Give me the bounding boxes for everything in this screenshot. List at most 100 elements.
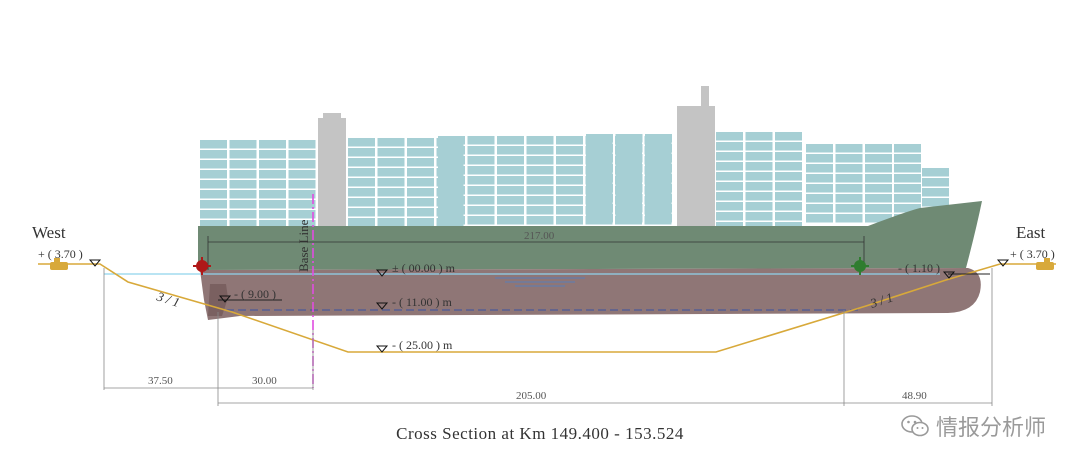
container-box [556,186,583,195]
diagram-caption: Cross Section at Km 149.400 - 153.524 [396,424,684,443]
container-box [556,216,583,225]
container-box [438,216,465,225]
stern-marker-icon [193,257,211,275]
container-box [645,204,672,213]
east-offset-dimension: 48.90 [902,390,927,402]
container-box [615,174,643,183]
container-box [775,132,802,141]
container-box [775,202,802,211]
container-box [467,206,495,215]
container-box [586,204,613,213]
container-box [467,216,495,225]
east-slope-label: 3 / 1 [867,289,895,311]
container-box [348,148,375,157]
container-box [716,172,743,181]
container-box [526,156,554,165]
container-box [229,220,257,229]
wechat-icon [901,415,929,437]
container-box [377,158,405,167]
container-box [348,138,375,147]
west-bank-icon [50,258,68,270]
container-box [835,204,863,213]
container-box [556,156,583,165]
container-box [407,158,434,167]
container-box [745,152,773,161]
container-box [259,160,286,169]
container-box [407,208,434,217]
container-box [438,186,465,195]
container-box [615,164,643,173]
container-box [556,206,583,215]
container-box [438,206,465,215]
container-box [806,214,833,223]
container-box [259,200,286,209]
east-bank-icon [1036,258,1054,270]
container-box [467,146,495,155]
container-box [377,218,405,227]
container-box [745,212,773,221]
base-line-label: Base Line [296,219,311,272]
container-box [497,166,524,175]
container-box [716,142,743,151]
container-box [526,146,554,155]
container-box [835,164,863,173]
container-box [716,152,743,161]
container-box [615,184,643,193]
container-box [497,186,524,195]
west-berm-level: - ( 9.00 ) [234,287,276,301]
container-box [467,186,495,195]
container-box [615,134,643,143]
container-box [229,210,257,219]
container-box [716,212,743,221]
container-box [438,166,465,175]
container-box [745,192,773,201]
container-box [586,214,613,223]
container-box [645,184,672,193]
container-box [615,204,643,213]
container-box [806,184,833,193]
container-box [259,210,286,219]
dimension-lines [103,268,993,406]
container-box [288,190,316,199]
container-box [745,142,773,151]
container-box [775,162,802,171]
container-box [348,208,375,217]
draft-level: - ( 11.00 ) m [392,295,453,309]
container-box [775,182,802,191]
container-box [835,194,863,203]
container-box [922,198,949,207]
container-box [438,196,465,205]
container-box [377,178,405,187]
west-label: West [32,223,66,242]
container-box [467,176,495,185]
container-box [615,154,643,163]
container-box [229,150,257,159]
container-box [775,142,802,151]
container-box [806,204,833,213]
container-box [745,202,773,211]
container-box [615,144,643,153]
container-box [229,200,257,209]
container-box [716,192,743,201]
container-box [259,180,286,189]
container-box [865,154,892,163]
container-box [348,178,375,187]
container-box [526,136,554,145]
container-box [894,164,921,173]
container-box [407,218,434,227]
container-box [716,202,743,211]
container-box [745,172,773,181]
container-box [288,160,316,169]
container-box [835,174,863,183]
container-box [894,154,921,163]
container-box [556,146,583,155]
baseline-offset-dimension: 30.00 [252,375,277,387]
container-box [645,134,672,143]
container-box [348,168,375,177]
container-box [200,150,227,159]
west-bank-level: + ( 3.70 ) [38,247,83,261]
container-box [865,214,892,223]
container-box [556,196,583,205]
bow-marker-icon [851,257,869,275]
water-level: ± ( 00.00 ) m [392,261,456,275]
